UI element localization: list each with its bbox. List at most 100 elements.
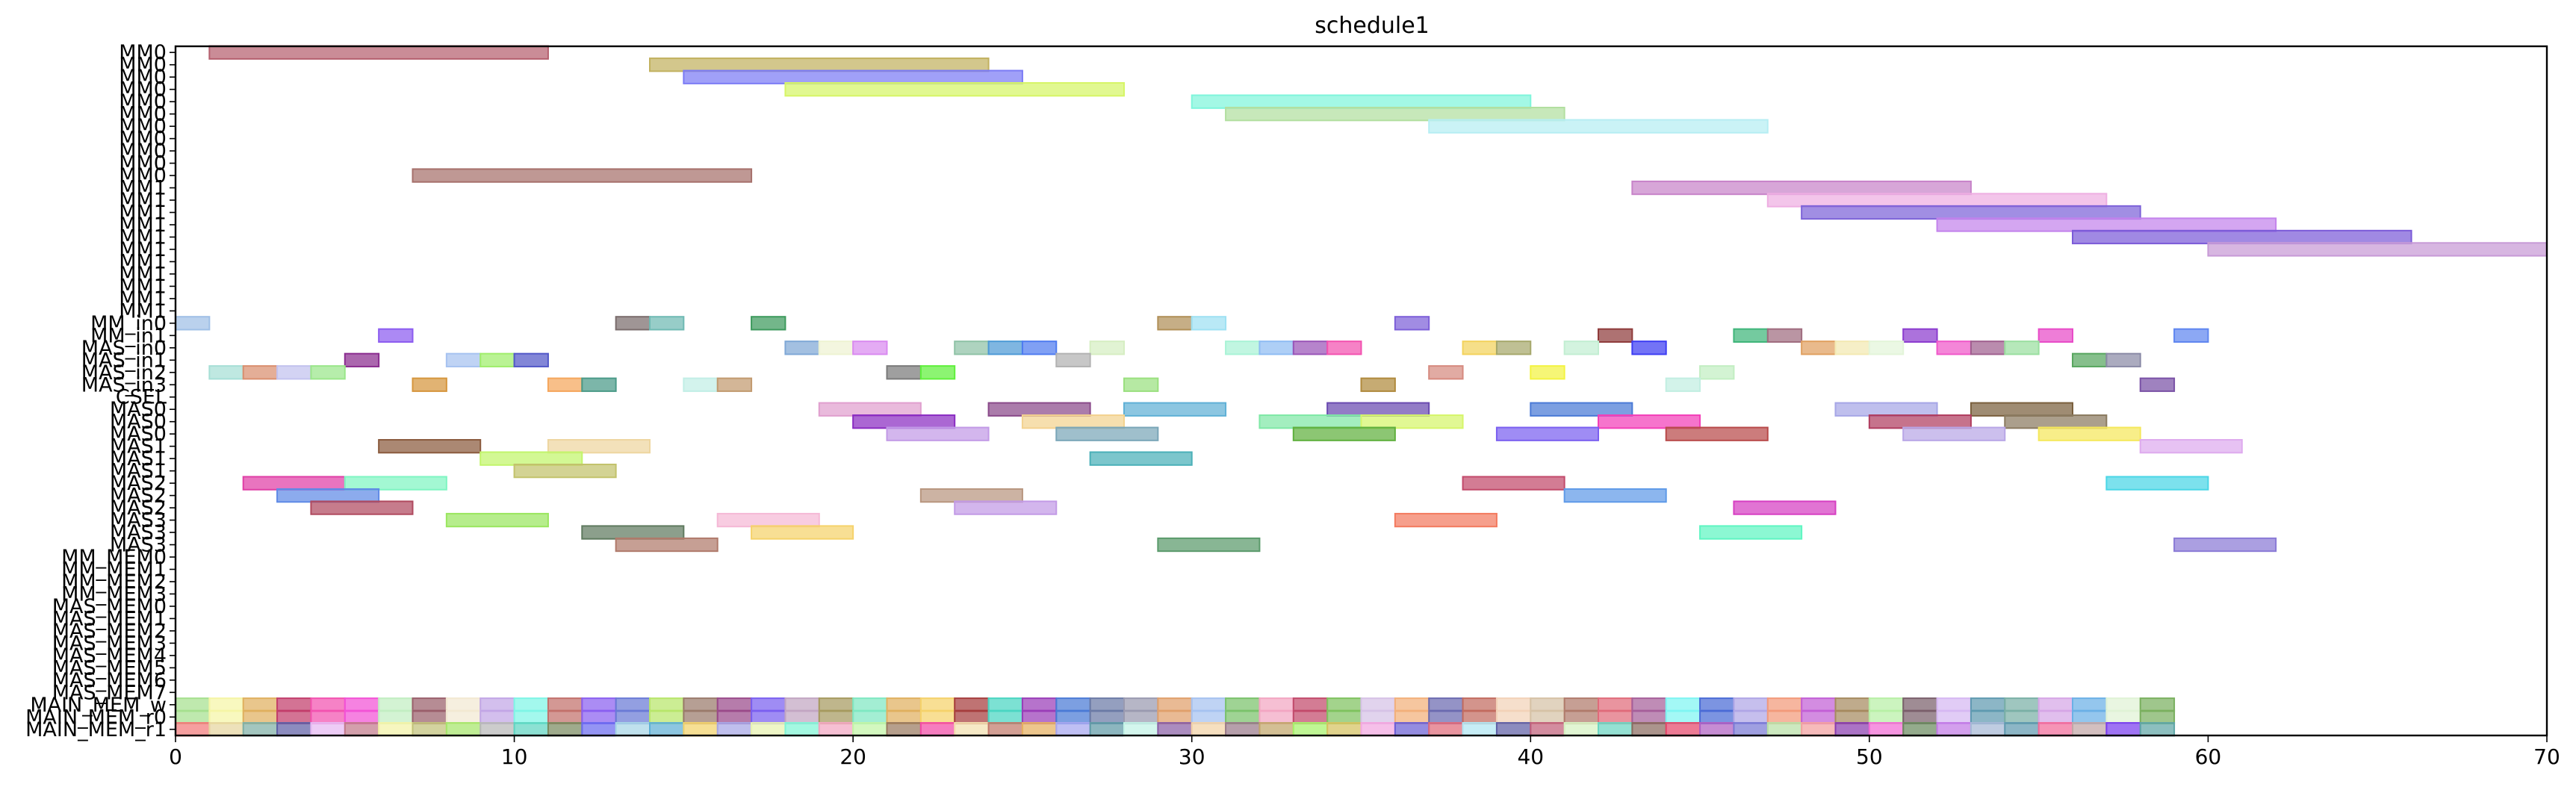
schedule-bar bbox=[615, 316, 651, 331]
y-tick-label: MAS_MEM3 bbox=[52, 632, 167, 655]
memory-bar bbox=[2139, 722, 2176, 737]
memory-bar bbox=[1123, 709, 1159, 724]
memory-bar bbox=[818, 709, 854, 724]
memory-bar bbox=[2139, 709, 2176, 724]
x-tick-label: 40 bbox=[1517, 744, 1544, 769]
memory-bar bbox=[886, 697, 922, 712]
y-tick-label: MM_MEM1 bbox=[61, 558, 167, 581]
schedule-bar bbox=[1428, 365, 1464, 380]
memory-bar bbox=[1902, 722, 1938, 737]
memory-bar bbox=[852, 709, 888, 724]
memory-bar bbox=[2037, 697, 2073, 712]
schedule-bar bbox=[242, 365, 279, 380]
schedule-bar bbox=[1801, 340, 1837, 355]
memory-bar bbox=[1394, 709, 1430, 724]
y-tick-label: MAS0 bbox=[110, 423, 167, 446]
memory-bar bbox=[1055, 722, 1091, 737]
schedule-bar bbox=[1631, 340, 1667, 355]
y-tick-label: MM0 bbox=[119, 103, 167, 126]
schedule-bar bbox=[1631, 180, 1972, 196]
memory-bar bbox=[1326, 697, 1362, 712]
y-tick-label: MM1 bbox=[119, 214, 167, 237]
schedule-bar bbox=[513, 352, 549, 367]
schedule-bar bbox=[1598, 414, 1701, 429]
y-tick-label: MM1 bbox=[119, 189, 167, 212]
memory-bar bbox=[1902, 697, 1938, 712]
memory-bar bbox=[1868, 697, 1905, 712]
memory-bar bbox=[1598, 697, 1633, 712]
x-tick-label: 10 bbox=[501, 744, 528, 769]
schedule-bar bbox=[513, 463, 617, 479]
memory-bar bbox=[1801, 709, 1837, 724]
memory-bar bbox=[1021, 722, 1058, 737]
schedule-bar bbox=[1834, 340, 1870, 355]
memory-bar bbox=[919, 697, 956, 712]
memory-bar bbox=[987, 722, 1023, 737]
memory-bar bbox=[649, 722, 685, 737]
schedule-bar bbox=[2004, 414, 2108, 429]
memory-bar bbox=[1563, 709, 1599, 724]
memory-bar bbox=[1191, 722, 1227, 737]
memory-bar bbox=[378, 697, 414, 712]
schedule-bar bbox=[1326, 340, 1362, 355]
memory-bar bbox=[818, 722, 854, 737]
schedule-bar bbox=[276, 365, 312, 380]
memory-bar bbox=[1360, 709, 1396, 724]
schedule-bar bbox=[1902, 328, 1938, 343]
memory-bar bbox=[1665, 709, 1701, 724]
memory-bar bbox=[751, 722, 786, 737]
schedule-bar bbox=[1021, 414, 1126, 429]
memory-bar bbox=[2105, 697, 2141, 712]
memory-bar bbox=[987, 709, 1023, 724]
memory-bar bbox=[276, 697, 312, 712]
memory-bar bbox=[1665, 697, 1701, 712]
schedule-bar bbox=[1530, 402, 1633, 417]
schedule-bar bbox=[1394, 316, 1430, 331]
schedule-bar bbox=[1733, 328, 1769, 343]
y-tick-label: MAS1 bbox=[110, 435, 167, 458]
schedule-bar bbox=[276, 488, 380, 503]
schedule-bar bbox=[1394, 512, 1498, 528]
memory-bar bbox=[1868, 722, 1905, 737]
y-tick-label: MM1 bbox=[119, 177, 167, 200]
memory-bar bbox=[310, 709, 346, 724]
memory-bar bbox=[1055, 709, 1091, 724]
memory-bar bbox=[1258, 722, 1294, 737]
y-tick-label: MM0 bbox=[119, 90, 167, 113]
memory-bar bbox=[1733, 697, 1769, 712]
memory-bar bbox=[208, 709, 244, 724]
memory-bar bbox=[1394, 722, 1430, 737]
schedule-bar bbox=[784, 82, 1126, 97]
x-tick-label: 70 bbox=[2533, 744, 2560, 769]
y-tick-label: MM_MEM3 bbox=[61, 582, 167, 606]
memory-bar bbox=[1563, 722, 1599, 737]
memory-bar bbox=[1360, 722, 1396, 737]
schedule-bar bbox=[2004, 340, 2040, 355]
memory-bar bbox=[1089, 697, 1125, 712]
schedule-bar bbox=[1191, 316, 1227, 331]
y-tick-label: MAIN_MEM_r1 bbox=[25, 718, 167, 741]
schedule-bar bbox=[1191, 94, 1532, 109]
memory-bar bbox=[242, 697, 279, 712]
memory-bar bbox=[784, 709, 820, 724]
y-tick-label: MAS3 bbox=[110, 534, 167, 557]
memory-bar bbox=[1598, 722, 1633, 737]
x-tick-label: 30 bbox=[1179, 744, 1205, 769]
memory-bar bbox=[1495, 722, 1532, 737]
schedule-bar bbox=[1766, 193, 2108, 208]
memory-bar bbox=[1598, 709, 1633, 724]
memory-bar bbox=[1902, 709, 1938, 724]
y-tick-label: MAS1 bbox=[110, 447, 167, 470]
memory-bar bbox=[1834, 722, 1870, 737]
schedule-bar bbox=[1563, 340, 1599, 355]
y-tick-label: MAS3 bbox=[110, 509, 167, 532]
memory-bar bbox=[344, 722, 380, 737]
memory-bar bbox=[751, 697, 786, 712]
memory-bar bbox=[344, 709, 380, 724]
schedule-bar bbox=[1495, 426, 1600, 441]
schedule-bar bbox=[310, 365, 346, 380]
schedule-bar bbox=[378, 439, 482, 454]
y-tick-label: MAS3 bbox=[110, 521, 167, 544]
y-tick-label: MM1 bbox=[119, 275, 167, 298]
schedule-bar bbox=[818, 402, 922, 417]
